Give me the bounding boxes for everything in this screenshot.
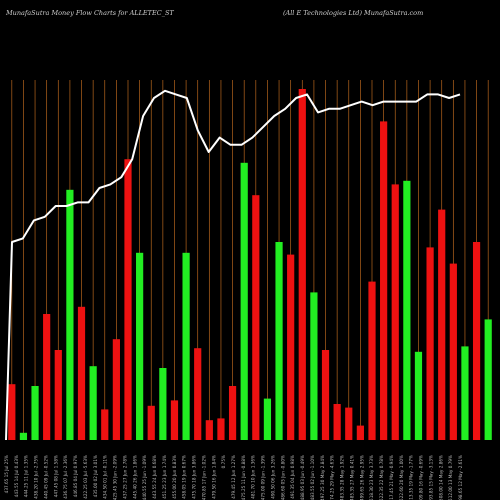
x-tick-label: 490.50 06 Jun 3.26%	[271, 455, 276, 499]
flow-bar	[391, 184, 399, 440]
x-tick-label: 434.50 01 Jul -0.11%	[103, 455, 108, 499]
x-tick-label: 512.00 13 May 0.79%	[448, 455, 453, 500]
flow-bar	[43, 314, 51, 440]
x-tick-label: 499.65 26 May 2.95%	[359, 455, 364, 500]
x-tick-label: 436.75 07 Jul -2.36%	[63, 455, 68, 499]
x-tick-label: 443.55 14 Jul 0.43%	[14, 455, 19, 497]
x-tick-label: 493.85 15 May -3.13%	[428, 455, 433, 500]
x-tick-label: 509.80 16 May -0.69%	[419, 455, 424, 500]
flow-bar	[438, 209, 446, 440]
flow-bar	[356, 425, 364, 440]
flow-bar	[194, 348, 202, 440]
x-tick-label: 458.05 19 Jun 0.67%	[182, 455, 187, 499]
flow-bar	[124, 159, 132, 440]
flow-bar	[205, 420, 213, 440]
x-tick-label: 451.25 23 Jun 1.74%	[162, 455, 167, 499]
x-tick-label: 485.35 27 May 0.41%	[349, 455, 354, 500]
x-tick-label: 475.00 09 Jun -1.39%	[261, 455, 266, 500]
x-tick-label: 440.55 25 Jun -1.09%	[142, 455, 147, 500]
x-tick-label: 445.40 26 Jun 1.86%	[132, 455, 137, 499]
x-tick-label: 517.45 21 May -0.94%	[389, 455, 394, 500]
flow-bar	[112, 339, 120, 440]
x-tick-label: 475.25 11 Jun -0.88%	[241, 455, 246, 500]
x-tick-label: 422.25 03 Jul -5.63%	[83, 455, 88, 499]
x-tick-label: 455.00 20 Jun 0.83%	[172, 455, 177, 499]
x-tick-label: 491.35 04 Jun 0.98%	[290, 455, 295, 499]
chart-title: MunafaSutra Money Flow Charts for ALLETE…	[6, 9, 174, 17]
flow-bar	[136, 252, 144, 440]
flow-bar	[228, 386, 237, 440]
x-tick-label: 440.45 09 Jul -0.52%	[44, 455, 49, 499]
flow-bar	[287, 254, 295, 440]
flow-bar	[461, 346, 469, 440]
flow-bar	[159, 368, 167, 440]
chart-subtitle: (All E Technologies Ltd) MunafaSutra.com	[283, 9, 424, 17]
flow-bar	[380, 121, 388, 441]
x-tick-label: 518.30 23 May 3.73%	[369, 455, 374, 500]
x-tick-label: 513.35 19 May -1.77%	[409, 455, 414, 500]
flow-bar	[310, 292, 318, 440]
flow-bar	[77, 306, 86, 440]
x-tick-label: 522.35 22 May 0.78%	[379, 455, 384, 500]
flow-bar	[147, 405, 155, 440]
flow-bar	[19, 432, 28, 440]
flow-bar	[252, 195, 260, 440]
money-flow-line	[5, 89, 461, 441]
flow-bar	[89, 366, 97, 440]
flow-bar	[263, 398, 272, 440]
flow-bar	[333, 404, 341, 440]
x-tick-label: 435.00 02 Jul 3.01%	[93, 455, 98, 497]
flow-bar	[182, 252, 190, 440]
x-tick-label: 508.00 14 May 2.86%	[438, 455, 443, 500]
x-tick-label: 479.45 12 Jun 1.27%	[231, 455, 236, 499]
x-tick-label: 470.85 17 Jun -1.02%	[201, 455, 206, 500]
x-tick-label: 0.75%	[221, 455, 226, 468]
x-tick-label: 446.85 04 Jul 0.97%	[73, 455, 78, 497]
flow-bar	[403, 180, 411, 441]
flow-bar	[66, 189, 74, 440]
x-tick-label: 481.70 10 Jun 1.36%	[251, 455, 256, 499]
x-tick-label: 475.70 18 Jun 3.86%	[192, 455, 197, 499]
flow-bar	[426, 247, 434, 440]
x-tick-label: 444.25 11 Jul 1.35%	[24, 455, 29, 497]
flow-bar	[31, 386, 39, 440]
flow-bar	[449, 263, 457, 440]
flow-bar	[484, 319, 492, 440]
x-tick-label: 447.45 08 Jul 1.58%	[53, 455, 58, 497]
x-tick-label: 483.35 28 May 1.92%	[340, 455, 345, 500]
flow-bar	[217, 418, 225, 440]
flow-bar	[8, 384, 16, 440]
flow-bar	[345, 407, 353, 440]
flow-bar	[298, 89, 306, 440]
x-tick-label: 522.60 20 May 1.00%	[399, 455, 404, 500]
flow-bar	[240, 162, 248, 441]
x-tick-label: 438.20 10 Jul -2.75%	[34, 455, 39, 499]
flow-bar	[472, 242, 481, 440]
x-tick-label: 425.45 30 Jun -2.09%	[113, 455, 118, 500]
x-tick-label: 479.50 16 Jun 1.84%	[211, 455, 216, 499]
x-tick-label: 497.25 30 May 2.84%	[320, 455, 325, 500]
x-tick-label: 437.25 27 Jun 2.78%	[122, 455, 127, 499]
flow-bar	[321, 350, 330, 440]
flow-bar	[275, 242, 283, 440]
flow-bar	[368, 281, 376, 440]
x-tick-label: 437.65 15 Jul 25%	[4, 455, 9, 493]
flow-bar	[54, 350, 62, 440]
flow-bar	[414, 351, 423, 440]
flow-bar	[101, 409, 109, 440]
x-tick-label: 483.55 02 Jun -1.10%	[310, 455, 315, 500]
x-tick-label: 443.55 24 Jun 0.68%	[152, 455, 157, 499]
flow-bar	[170, 400, 179, 440]
x-tick-label: 486.60 05 Jun -0.80%	[280, 455, 285, 500]
x-tick-label: 488.95 03 Jun -0.49%	[300, 455, 305, 500]
x-tick-label: 498.65 12 May -2.61%	[458, 455, 463, 500]
x-tick-label: 474.25 29 May -4.63%	[330, 455, 335, 500]
